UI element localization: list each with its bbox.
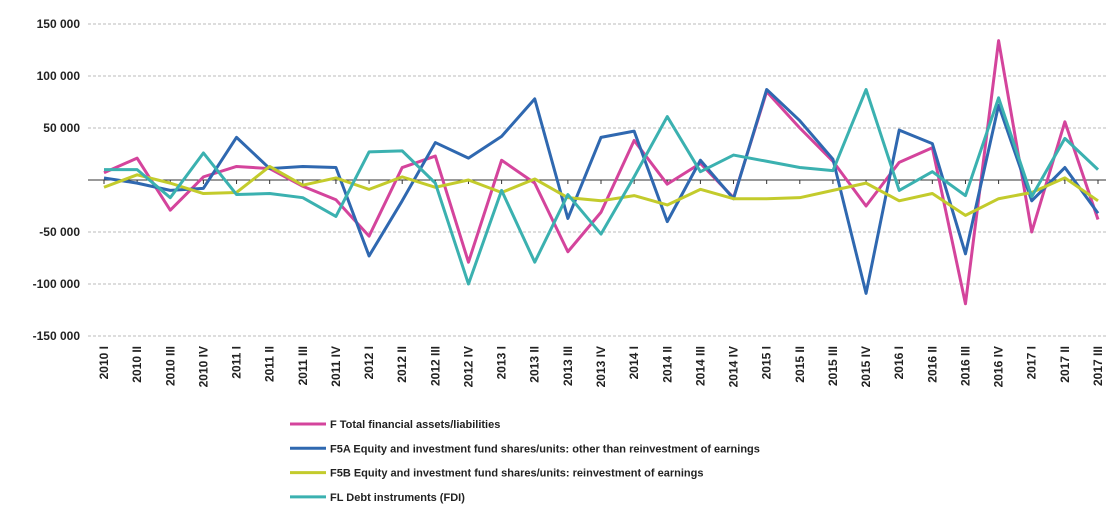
x-tick-label: 2016 IV — [992, 346, 1006, 387]
x-tick-label: 2011 I — [230, 346, 244, 379]
x-tick-label: 2014 IV — [727, 346, 741, 387]
x-tick-label: 2017 II — [1058, 346, 1072, 383]
y-tick-label: -50 000 — [39, 225, 80, 239]
x-tick-label: 2011 III — [296, 346, 310, 385]
series-line — [103, 88, 1100, 295]
x-tick-label: 2014 I — [627, 346, 641, 379]
x-tick-label: 2013 I — [495, 346, 509, 379]
x-tick-label: 2010 I — [97, 346, 111, 379]
x-tick-label: 2011 II — [263, 346, 277, 382]
x-tick-label: 2014 III — [693, 346, 707, 386]
x-tick-label: 2015 II — [793, 346, 807, 383]
x-tick-label: 2017 III — [1091, 346, 1105, 386]
x-tick-label: 2013 III — [561, 346, 575, 386]
legend-label: F5B Equity and investment fund shares/un… — [330, 468, 703, 480]
y-tick-label: 50 000 — [43, 121, 80, 135]
y-tick-label: -150 000 — [33, 329, 81, 343]
x-tick-label: 2016 I — [892, 346, 906, 379]
x-tick-label: 2010 III — [163, 346, 177, 386]
x-tick-label: 2010 IV — [196, 346, 210, 387]
x-tick-label: 2012 II — [395, 346, 409, 383]
x-tick-label: 2012 III — [428, 346, 442, 386]
x-tick-label: 2016 II — [925, 346, 939, 383]
x-tick-label: 2012 I — [362, 346, 376, 379]
x-tick-label: 2016 III — [958, 346, 972, 386]
series-line — [103, 164, 1099, 217]
x-tick-label: 2015 III — [826, 346, 840, 386]
series-line — [103, 39, 1100, 306]
x-tick-label: 2013 IV — [594, 346, 608, 387]
x-tick-label: 2011 IV — [329, 346, 343, 387]
x-tick-label: 2013 II — [528, 346, 542, 383]
x-tick-label: 2015 I — [760, 346, 774, 379]
x-tick-label: 2012 IV — [461, 346, 475, 387]
legend-label: F Total financial assets/liabilities — [330, 419, 500, 431]
legend-label: FL Debt instruments (FDI) — [330, 492, 465, 504]
x-tick-label: 2015 IV — [859, 346, 873, 387]
y-tick-label: -100 000 — [33, 277, 81, 291]
x-tick-label: 2010 II — [130, 346, 144, 383]
x-tick-label: 2014 II — [660, 346, 674, 383]
legend-label: F5A Equity and investment fund shares/un… — [330, 443, 760, 455]
series-line — [104, 88, 1100, 286]
x-tick-label: 2017 I — [1025, 346, 1039, 379]
y-tick-label: 100 000 — [37, 69, 81, 83]
y-tick-label: 150 000 — [37, 17, 81, 31]
